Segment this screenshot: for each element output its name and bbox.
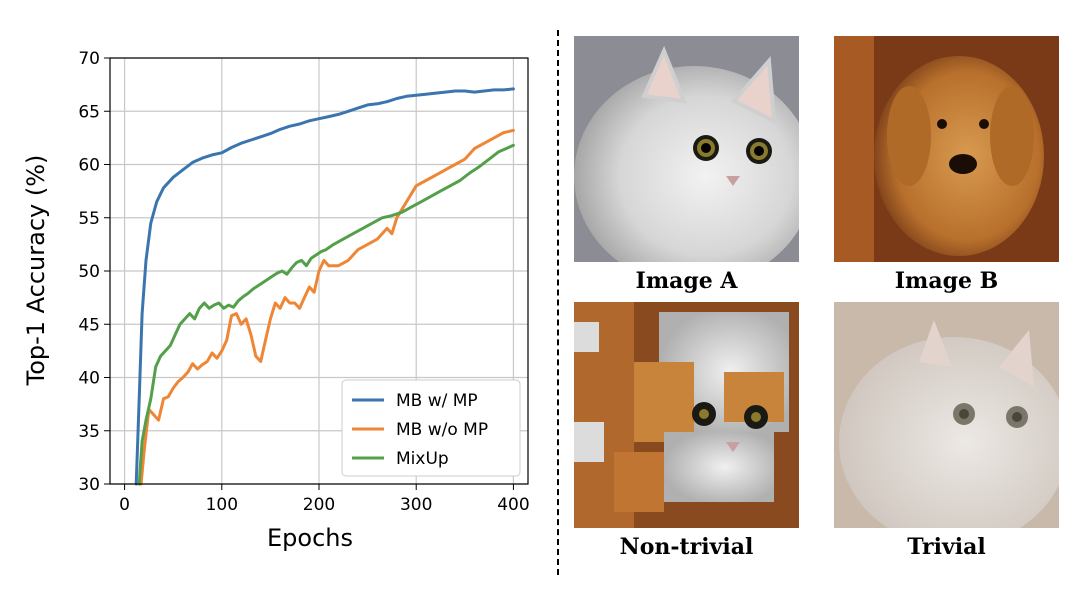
y-tick-label: 45: [78, 315, 100, 335]
trivial-mix-image: [834, 302, 1059, 528]
legend-entry: MB w/ MP: [396, 391, 478, 411]
y-tick-label: 35: [78, 422, 100, 442]
non-trivial-mix-image: [574, 302, 799, 528]
x-axis-label: Epochs: [267, 524, 353, 552]
legend-entry: MB w/o MP: [396, 420, 488, 440]
caption-image-a: Image A: [635, 268, 738, 294]
y-tick-label: 65: [78, 102, 100, 122]
plot-frame: [109, 57, 529, 485]
caption-trivial: Trivial: [907, 534, 986, 560]
x-tick-label: 100: [206, 495, 238, 515]
image-b-dog: [834, 36, 1059, 262]
x-tick-label: 0: [119, 495, 130, 515]
y-axis-label: Top-1 Accuracy (%): [22, 155, 50, 387]
chart-series-lines: [134, 87, 515, 486]
legend-entry: MixUp: [396, 449, 449, 469]
y-tick-label: 30: [78, 475, 100, 495]
y-tick-label: 50: [78, 262, 100, 282]
series-line-mb-w-o-mp: [139, 128, 515, 486]
x-axis-ticks: 0 100 200 300 400: [119, 484, 530, 515]
panel-divider: [557, 30, 559, 575]
y-tick-label: 60: [78, 156, 100, 176]
caption-non-trivial: Non-trivial: [619, 534, 754, 560]
x-tick-label: 400: [497, 495, 529, 515]
y-tick-label: 40: [78, 369, 100, 389]
series-line-mixup: [137, 143, 515, 486]
image-a-cat: [574, 36, 799, 262]
x-tick-label: 300: [400, 495, 432, 515]
x-tick-label: 200: [303, 495, 335, 515]
y-axis-ticks: 30 35 40 45 50 55 60 65 70: [78, 49, 110, 495]
caption-image-b: Image B: [894, 268, 999, 294]
series-line-mb-w-mp: [134, 87, 515, 486]
legend-box: [341, 379, 521, 477]
chart-legend: MB w/ MP MB w/o MP MixUp: [341, 379, 521, 477]
y-tick-label: 70: [78, 49, 100, 69]
y-tick-label: 55: [78, 209, 100, 229]
